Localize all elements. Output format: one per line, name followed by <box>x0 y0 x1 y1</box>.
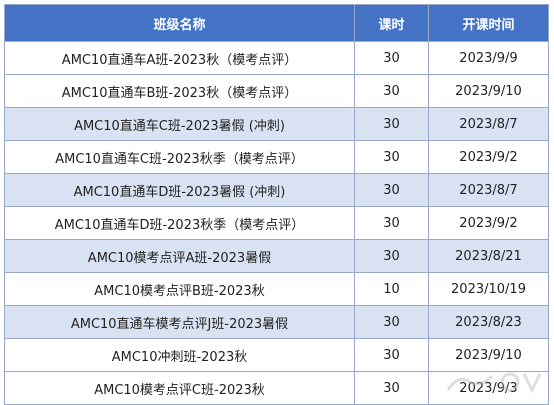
cell-hours: 30 <box>354 305 429 339</box>
cell-hours: 10 <box>354 272 429 306</box>
header-start-date: 开课时间 <box>428 4 549 42</box>
table-row: AMC10冲刺班-2023秋 30 2023/9/10 <box>4 338 549 372</box>
table-row: AMC10直通车C班-2023秋季（模考点评） 30 2023/9/2 <box>4 140 549 174</box>
header-class-name: 班级名称 <box>4 4 355 42</box>
cell-start-date: 2023/9/9 <box>428 41 549 75</box>
cell-class-name: AMC10直通车C班-2023秋季（模考点评） <box>4 140 355 174</box>
cell-class-name: AMC10直通车C班-2023暑假 (冲刺) <box>4 107 355 141</box>
table-row: AMC10直通车模考点评J班-2023暑假 30 2023/8/23 <box>4 305 549 339</box>
table-row: AMC10模考点评B班-2023秋 10 2023/10/19 <box>4 272 549 306</box>
cell-hours: 30 <box>354 140 429 174</box>
cell-hours: 30 <box>354 107 429 141</box>
cell-class-name: AMC10冲刺班-2023秋 <box>4 338 355 372</box>
cell-class-name: AMC10直通车模考点评J班-2023暑假 <box>4 305 355 339</box>
cell-hours: 30 <box>354 338 429 372</box>
cell-class-name: AMC10直通车B班-2023秋（模考点评） <box>4 74 355 108</box>
table-row: AMC10直通车A班-2023秋（模考点评） 30 2023/9/9 <box>4 41 549 75</box>
cell-class-name: AMC10直通车D班-2023暑假 (冲刺) <box>4 173 355 207</box>
table-row: AMC10直通车D班-2023秋季（模考点评） 30 2023/9/2 <box>4 206 549 240</box>
cell-start-date: 2023/8/7 <box>428 107 549 141</box>
cell-hours: 30 <box>354 239 429 273</box>
course-schedule-table: 班级名称 课时 开课时间 AMC10直通车A班-2023秋（模考点评） 30 2… <box>4 4 549 405</box>
table-row: AMC10直通车C班-2023暑假 (冲刺) 30 2023/8/7 <box>4 107 549 141</box>
cell-start-date: 2023/10/19 <box>428 272 549 306</box>
table-row: AMC10模考点评C班-2023秋 30 2023/9/3 <box>4 371 549 405</box>
cell-class-name: AMC10直通车A班-2023秋（模考点评） <box>4 41 355 75</box>
cell-hours: 30 <box>354 173 429 207</box>
cell-class-name: AMC10模考点评B班-2023秋 <box>4 272 355 306</box>
cell-start-date: 2023/8/7 <box>428 173 549 207</box>
table-row: AMC10直通车B班-2023秋（模考点评） 30 2023/9/10 <box>4 74 549 108</box>
cell-class-name: AMC10直通车D班-2023秋季（模考点评） <box>4 206 355 240</box>
cell-hours: 30 <box>354 206 429 240</box>
cell-class-name: AMC10模考点评A班-2023暑假 <box>4 239 355 273</box>
cell-start-date: 2023/9/10 <box>428 74 549 108</box>
cell-start-date: 2023/8/23 <box>428 305 549 339</box>
course-table-container: 班级名称 课时 开课时间 AMC10直通车A班-2023秋（模考点评） 30 2… <box>4 4 549 405</box>
cell-start-date: 2023/8/21 <box>428 239 549 273</box>
cell-start-date: 2023/9/10 <box>428 338 549 372</box>
table-row: AMC10模考点评A班-2023暑假 30 2023/8/21 <box>4 239 549 273</box>
cell-start-date: 2023/9/2 <box>428 140 549 174</box>
cell-start-date: 2023/9/2 <box>428 206 549 240</box>
table-row: AMC10直通车D班-2023暑假 (冲刺) 30 2023/8/7 <box>4 173 549 207</box>
table-header-row: 班级名称 课时 开课时间 <box>4 4 549 42</box>
header-hours: 课时 <box>354 4 429 42</box>
cell-hours: 30 <box>354 41 429 75</box>
cell-class-name: AMC10模考点评C班-2023秋 <box>4 371 355 405</box>
cell-hours: 30 <box>354 74 429 108</box>
